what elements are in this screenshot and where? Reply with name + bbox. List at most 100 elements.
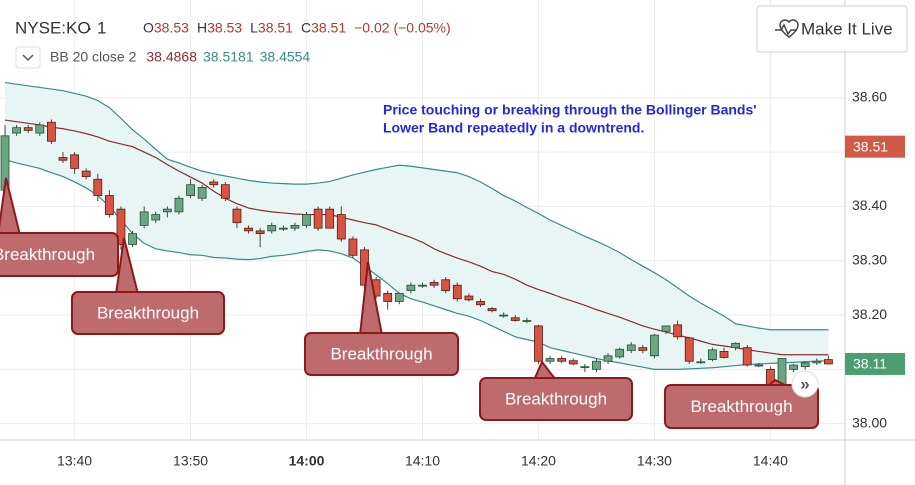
price-label: 38.51 [853,138,888,154]
candle-body [441,279,451,292]
annotation: Lower Band repeatedly in a downtrend. [383,120,644,136]
callout-cover [118,293,136,297]
candle-body [383,292,393,302]
y-tick-label: 38.60 [852,88,887,104]
candle-body [336,214,346,240]
quote-label: C [301,20,311,36]
symbol: NYSE:KO [15,18,91,37]
candle-body [12,127,21,134]
callout-label: Breakthrough [330,344,432,363]
candle-body [603,355,613,362]
candle-body [278,227,288,230]
quote-value: 38.53 [207,20,242,36]
candle-body [23,127,33,131]
candle-body [615,348,625,358]
candle-body [742,347,752,366]
candle-body [313,208,323,229]
candle-body [580,366,590,369]
candle-body [174,197,184,213]
chevron-icon [22,54,34,62]
candle-body [708,349,717,361]
candle-body [220,184,230,199]
candle-body [731,342,741,349]
band-line [4,81,829,331]
scroll-icon: » [800,374,809,393]
x-tick-label: 14:40 [753,453,788,469]
callout-pointer [114,237,140,295]
candle-body [719,351,729,358]
quote-label: L [250,20,258,36]
callout-box [479,377,633,421]
candle-body [290,225,300,229]
candle-body [476,301,485,306]
candle-body [232,208,242,224]
interval: 1 [97,18,106,37]
candle-body [104,195,114,215]
candle-body [70,154,79,169]
candle-body [267,225,277,232]
quote-label: O [143,20,154,36]
candle-body [754,364,764,367]
y-tick-label: 38.40 [852,197,887,213]
candle-body [592,360,601,370]
price-label-box [845,135,905,158]
candle-body [789,364,799,370]
annotation: Price touching or breaking through the B… [383,102,757,118]
candle-body [151,214,161,221]
callout-label: Breakthrough [505,389,607,408]
candle-body [545,358,555,362]
candle-body [452,284,462,300]
callout-cover [0,234,18,238]
band-fill [5,82,829,370]
legend-toggle[interactable] [15,46,41,69]
candle-body [255,230,265,234]
callout-cover [362,334,380,338]
callout-box [304,332,459,376]
quote-change: −0.02 (−0.05%) [354,20,451,36]
candle-body [348,238,358,256]
x-tick-label: 14:30 [637,453,672,469]
scroll-button[interactable] [791,370,819,398]
candle-body [418,284,427,287]
candle-body [812,360,822,364]
candle-body [684,337,694,362]
callout-label: Breakthrough [690,397,792,416]
separator: · [87,18,93,37]
quote-value: 38.51 [311,20,346,36]
candle-body [302,214,311,226]
candle-body [487,308,497,312]
axes: 38.0038.1038.2038.3038.4038.5038.6013:40… [57,88,905,469]
x-tick-label: 14:10 [405,453,440,469]
x-tick-label: 14:00 [289,453,325,469]
candle-body [522,320,532,322]
heart-icon [775,19,799,38]
candle-body [464,295,474,301]
plot-area: Breakthrough Breakthrough Breakthrough Brea… [0,81,833,429]
quote-value: 38.51 [258,20,293,36]
quote-value: 38.53 [154,20,189,36]
x-tick-label: 14:20 [521,453,556,469]
candle-body [777,358,787,385]
callout-label: Breakthrough [97,303,199,322]
x-tick-label: 13:40 [57,453,92,469]
candle-body [824,359,833,365]
quote-label: H [197,20,207,36]
y-tick-label: 38.20 [852,306,887,322]
candle-body [800,362,810,368]
band-line [4,159,829,370]
candle-body [116,208,126,245]
candle-body [209,181,219,186]
callout-box [0,232,119,277]
y-tick-label: 38.30 [852,251,887,267]
candle-body [35,124,45,134]
indicator-value: 38.4554 [260,49,311,65]
callout-label: Breakthrough [0,245,95,264]
callout-box [664,384,819,429]
make-it-live-button[interactable] [756,5,908,53]
candle-body [406,284,416,292]
candle-body [81,170,91,177]
candle-body [244,227,253,232]
candle-body [499,314,509,317]
